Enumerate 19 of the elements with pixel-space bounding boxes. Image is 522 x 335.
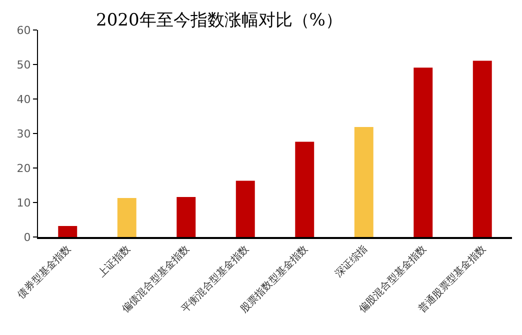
bar xyxy=(117,198,136,237)
x-tick-label: 债券型基金指数 xyxy=(15,242,74,301)
y-tick-label: 40 xyxy=(16,92,31,106)
y-tick-label: 10 xyxy=(16,196,31,210)
bar xyxy=(295,142,314,237)
bar xyxy=(176,196,196,237)
bar xyxy=(472,60,492,237)
y-tick-label: 30 xyxy=(16,127,31,140)
bar xyxy=(354,126,374,237)
x-tick-label: 上证指数 xyxy=(96,242,133,280)
x-tick-label: 深证综指 xyxy=(332,242,370,280)
y-tick-label: 50 xyxy=(16,58,31,72)
chart-title: 2020年至今指数涨幅对比（%） xyxy=(96,10,342,30)
bar xyxy=(414,68,433,237)
bar xyxy=(236,180,255,237)
y-tick-label: 0 xyxy=(24,230,31,244)
bar xyxy=(58,226,78,237)
y-tick-label: 20 xyxy=(16,162,31,175)
y-tick-label: 60 xyxy=(16,24,31,37)
